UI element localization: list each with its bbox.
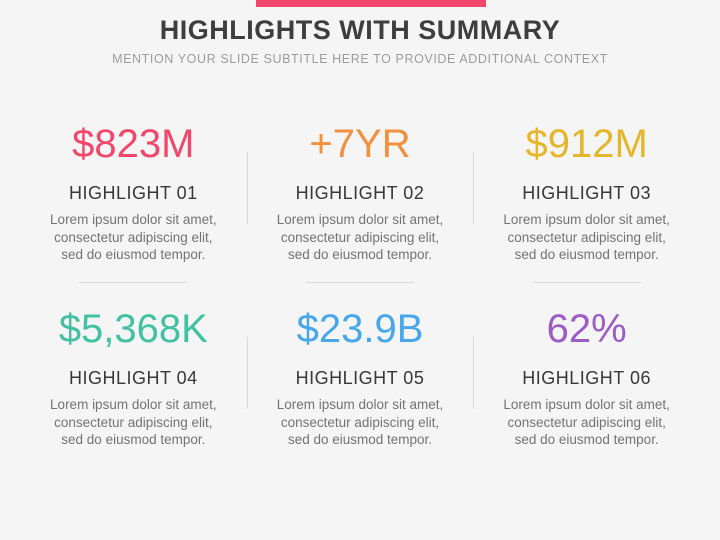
- highlight-card-3: $912M HIGHLIGHT 03 Lorem ipsum dolor sit…: [473, 112, 700, 264]
- highlight-value: 62%: [546, 307, 627, 351]
- highlight-card-6: 62% HIGHLIGHT 06 Lorem ipsum dolor sit a…: [473, 297, 700, 449]
- top-accent-bar: [256, 0, 486, 7]
- highlight-description: Lorem ipsum dolor sit amet, consectetur …: [50, 397, 217, 447]
- highlight-title: HIGHLIGHT 01: [68, 183, 198, 203]
- highlights-row-2: $5,368K HIGHLIGHT 04 Lorem ipsum dolor s…: [20, 297, 700, 449]
- highlight-title: HIGHLIGHT 05: [295, 368, 425, 388]
- highlight-value: $823M: [72, 122, 195, 166]
- highlight-card-4: $5,368K HIGHLIGHT 04 Lorem ipsum dolor s…: [20, 297, 247, 449]
- highlight-card-5: $23.9B HIGHLIGHT 05 Lorem ipsum dolor si…: [247, 297, 474, 449]
- horizontal-divider: [79, 282, 188, 283]
- vertical-divider: [473, 337, 475, 409]
- highlight-value: +7YR: [309, 122, 411, 166]
- highlight-card-2: +7YR HIGHLIGHT 02 Lorem ipsum dolor sit …: [247, 112, 474, 264]
- vertical-divider: [473, 152, 475, 224]
- highlight-value: $23.9B: [296, 307, 424, 351]
- highlight-value: $5,368K: [58, 307, 208, 351]
- slide-subtitle: MENTION YOUR SLIDE SUBTITLE HERE TO PROV…: [112, 52, 608, 66]
- row-separator: [20, 282, 700, 283]
- highlight-description: Lorem ipsum dolor sit amet, consectetur …: [503, 212, 670, 262]
- highlight-description: Lorem ipsum dolor sit amet, consectetur …: [276, 212, 444, 262]
- highlight-description: Lorem ipsum dolor sit amet, consectetur …: [503, 397, 670, 447]
- slide-title: HIGHLIGHTS WITH SUMMARY: [159, 15, 561, 45]
- highlight-description: Lorem ipsum dolor sit amet, consectetur …: [50, 212, 217, 262]
- highlight-title: HIGHLIGHT 02: [295, 183, 425, 203]
- horizontal-divider: [532, 282, 641, 283]
- highlight-title: HIGHLIGHT 04: [68, 368, 198, 388]
- highlight-title: HIGHLIGHT 03: [522, 183, 652, 203]
- highlight-card-1: $823M HIGHLIGHT 01 Lorem ipsum dolor sit…: [20, 112, 247, 264]
- highlight-description: Lorem ipsum dolor sit amet, consectetur …: [276, 397, 444, 447]
- vertical-divider: [246, 152, 248, 224]
- highlights-row-1: $823M HIGHLIGHT 01 Lorem ipsum dolor sit…: [20, 112, 700, 264]
- highlight-title: HIGHLIGHT 06: [522, 368, 652, 388]
- highlight-value: $912M: [525, 122, 648, 166]
- horizontal-divider: [305, 282, 414, 283]
- vertical-divider: [246, 337, 248, 409]
